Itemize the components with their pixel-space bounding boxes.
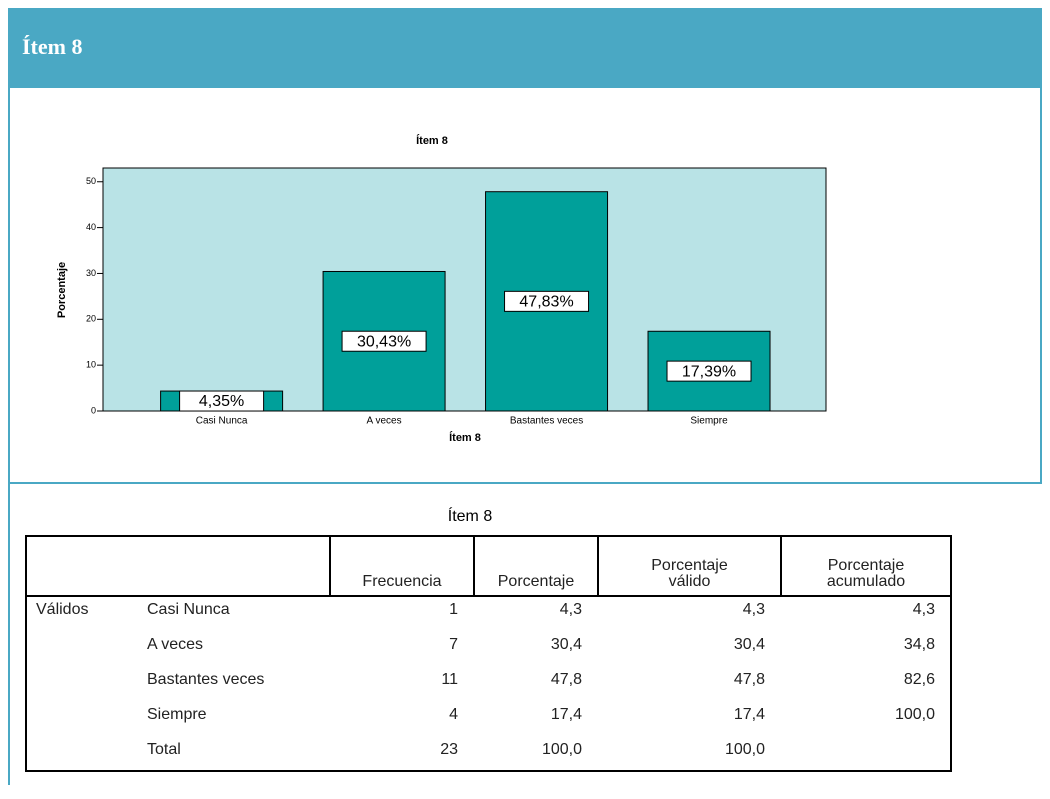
row-label: Bastantes veces (147, 671, 264, 688)
row-group: Válidos (36, 601, 88, 618)
value-label-box (179, 390, 265, 412)
column-header: Porcentaje acumulado (827, 557, 905, 590)
y-tick-label: 0 (91, 405, 96, 415)
cell: 100,0 (542, 741, 582, 758)
chart: Ítem 8 0 10 20 30 40 50 Porcentaje Ítem 8 Casi Nu… (56, 134, 827, 444)
cell: 47,8 (734, 671, 765, 688)
y-tick-label: 30 (86, 268, 96, 278)
value-label-box (666, 360, 752, 382)
value-label-box (341, 330, 427, 352)
cell: 47,8 (551, 671, 582, 688)
column-header: Frecuencia (362, 573, 441, 590)
cell: 1 (449, 601, 458, 618)
table-border (25, 535, 952, 772)
y-tick-label: 50 (86, 176, 96, 186)
table-title: Ítem 8 (448, 506, 493, 525)
column-header: Porcentaje (498, 573, 575, 590)
row-label: A veces (147, 636, 203, 653)
cell: 4 (449, 706, 458, 723)
cell: 82,6 (904, 671, 935, 688)
row-label: Siempre (147, 706, 207, 723)
x-axis-label: Ítem 8 (449, 431, 481, 444)
chart-title: Ítem 8 (416, 134, 448, 147)
cell: 100,0 (725, 741, 765, 758)
value-label: 17,39% (682, 363, 736, 380)
y-tick-label: 20 (86, 314, 96, 324)
value-label: 30,43% (357, 333, 411, 350)
y-tick-label: 40 (86, 222, 96, 232)
y-axis-label: Porcentaje (56, 262, 68, 318)
header-title: Ítem 8 (22, 34, 82, 59)
cell: 4,3 (560, 601, 582, 618)
x-tick-label: A veces (367, 416, 402, 427)
cell: 17,4 (551, 706, 582, 723)
cell: 100,0 (895, 706, 935, 723)
cell: 11 (441, 671, 458, 688)
column-header: Porcentaje válido (651, 557, 728, 590)
cell: 30,4 (734, 636, 765, 653)
cell: 30,4 (551, 636, 582, 653)
cell: 4,3 (913, 601, 935, 618)
cell: 23 (440, 741, 458, 758)
row-label: Total (147, 741, 181, 758)
row-label: Casi Nunca (147, 601, 230, 618)
cell: 7 (449, 636, 458, 653)
y-tick-label: 10 (86, 360, 96, 370)
value-label: 47,83% (519, 294, 573, 311)
cell: 34,8 (904, 636, 935, 653)
header-band (8, 8, 1042, 88)
value-label-box (504, 290, 590, 312)
x-tick-label: Siempre (690, 416, 728, 427)
x-tick-label: Casi Nunca (196, 416, 248, 427)
table: Ítem 8 Frecuencia Porcentaje Porcentaje váli… (25, 506, 952, 772)
value-label: 4,35% (199, 393, 244, 410)
cell: 4,3 (743, 601, 765, 618)
cell: 17,4 (734, 706, 765, 723)
x-tick-label: Bastantes veces (510, 416, 583, 427)
